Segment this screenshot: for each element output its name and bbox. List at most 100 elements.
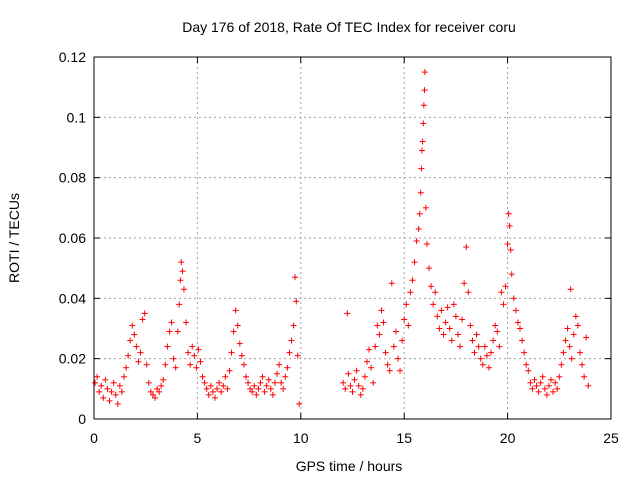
data-point	[108, 388, 115, 395]
data-point	[366, 346, 373, 353]
data-point	[481, 343, 488, 350]
data-points	[92, 69, 592, 407]
data-point	[483, 352, 490, 359]
data-point	[94, 373, 101, 380]
data-point	[127, 337, 134, 344]
data-point	[576, 349, 583, 356]
data-point	[232, 307, 239, 314]
data-point	[397, 367, 404, 374]
data-point	[567, 286, 574, 293]
data-point	[415, 225, 422, 232]
data-point	[267, 385, 274, 392]
data-point	[479, 361, 486, 368]
data-point	[112, 391, 119, 398]
data-point	[118, 388, 125, 395]
data-point	[265, 376, 272, 383]
data-point	[347, 382, 354, 389]
data-point	[416, 210, 423, 217]
data-point	[180, 286, 187, 293]
data-point	[166, 328, 173, 335]
data-point	[357, 391, 364, 398]
data-point	[498, 289, 505, 296]
data-point	[135, 358, 142, 365]
data-point	[345, 370, 352, 377]
data-point	[370, 379, 377, 386]
data-point	[114, 400, 121, 407]
data-point	[178, 259, 185, 266]
data-point	[556, 373, 563, 380]
data-point	[201, 379, 208, 386]
data-point	[164, 343, 171, 350]
data-point	[156, 388, 163, 395]
data-point	[420, 102, 427, 109]
data-point	[137, 349, 144, 356]
data-point	[419, 138, 426, 145]
data-point	[452, 313, 459, 320]
data-point	[133, 343, 140, 350]
data-point	[438, 307, 445, 314]
data-point	[261, 388, 268, 395]
data-point	[574, 322, 581, 329]
data-point	[566, 343, 573, 350]
data-point	[531, 376, 538, 383]
y-tick-label: 0	[78, 411, 86, 427]
data-point	[179, 268, 186, 275]
data-point	[259, 373, 266, 380]
y-tick-label: 0.12	[59, 49, 86, 65]
data-point	[110, 379, 117, 386]
data-point	[205, 391, 212, 398]
data-point	[168, 319, 175, 326]
y-tick-label: 0.06	[59, 230, 86, 246]
data-point	[211, 394, 218, 401]
data-point	[426, 265, 433, 272]
data-point	[123, 364, 130, 371]
data-point	[459, 316, 466, 323]
data-point	[448, 337, 455, 344]
data-point	[282, 373, 289, 380]
data-point	[417, 189, 424, 196]
x-tick-label: 15	[396, 430, 412, 446]
data-point	[533, 382, 540, 389]
data-point	[517, 325, 524, 332]
data-point	[454, 331, 461, 338]
x-tick-label: 5	[194, 430, 202, 446]
data-point	[226, 367, 233, 374]
data-point	[378, 307, 385, 314]
data-point	[492, 322, 499, 329]
data-point	[170, 355, 177, 362]
data-point	[560, 349, 567, 356]
data-point	[537, 379, 544, 386]
data-point	[271, 379, 278, 386]
data-point	[290, 322, 297, 329]
data-point	[245, 379, 252, 386]
data-point	[158, 382, 165, 389]
data-point	[176, 301, 183, 308]
y-axis-ticks: 0 0.02 0.04 0.06 0.08 0.1 0.12	[59, 49, 611, 427]
data-point	[162, 361, 169, 368]
y-axis-label: ROTI / TECUs	[6, 193, 22, 283]
x-tick-label: 0	[90, 430, 98, 446]
data-point	[349, 388, 356, 395]
data-point	[430, 301, 437, 308]
data-point	[374, 322, 381, 329]
data-point	[288, 337, 295, 344]
data-point	[380, 319, 387, 326]
data-point	[382, 349, 389, 356]
data-point	[104, 385, 111, 392]
data-point	[444, 304, 451, 311]
data-point	[506, 222, 513, 229]
data-point	[147, 388, 154, 395]
data-point	[504, 241, 511, 248]
data-point	[554, 385, 561, 392]
data-point	[519, 337, 526, 344]
data-point	[222, 373, 229, 380]
data-point	[172, 364, 179, 371]
data-point	[240, 361, 247, 368]
data-point	[463, 244, 470, 251]
data-point	[384, 361, 391, 368]
data-point	[475, 343, 482, 350]
x-tick-label: 25	[603, 430, 619, 446]
data-point	[294, 352, 301, 359]
